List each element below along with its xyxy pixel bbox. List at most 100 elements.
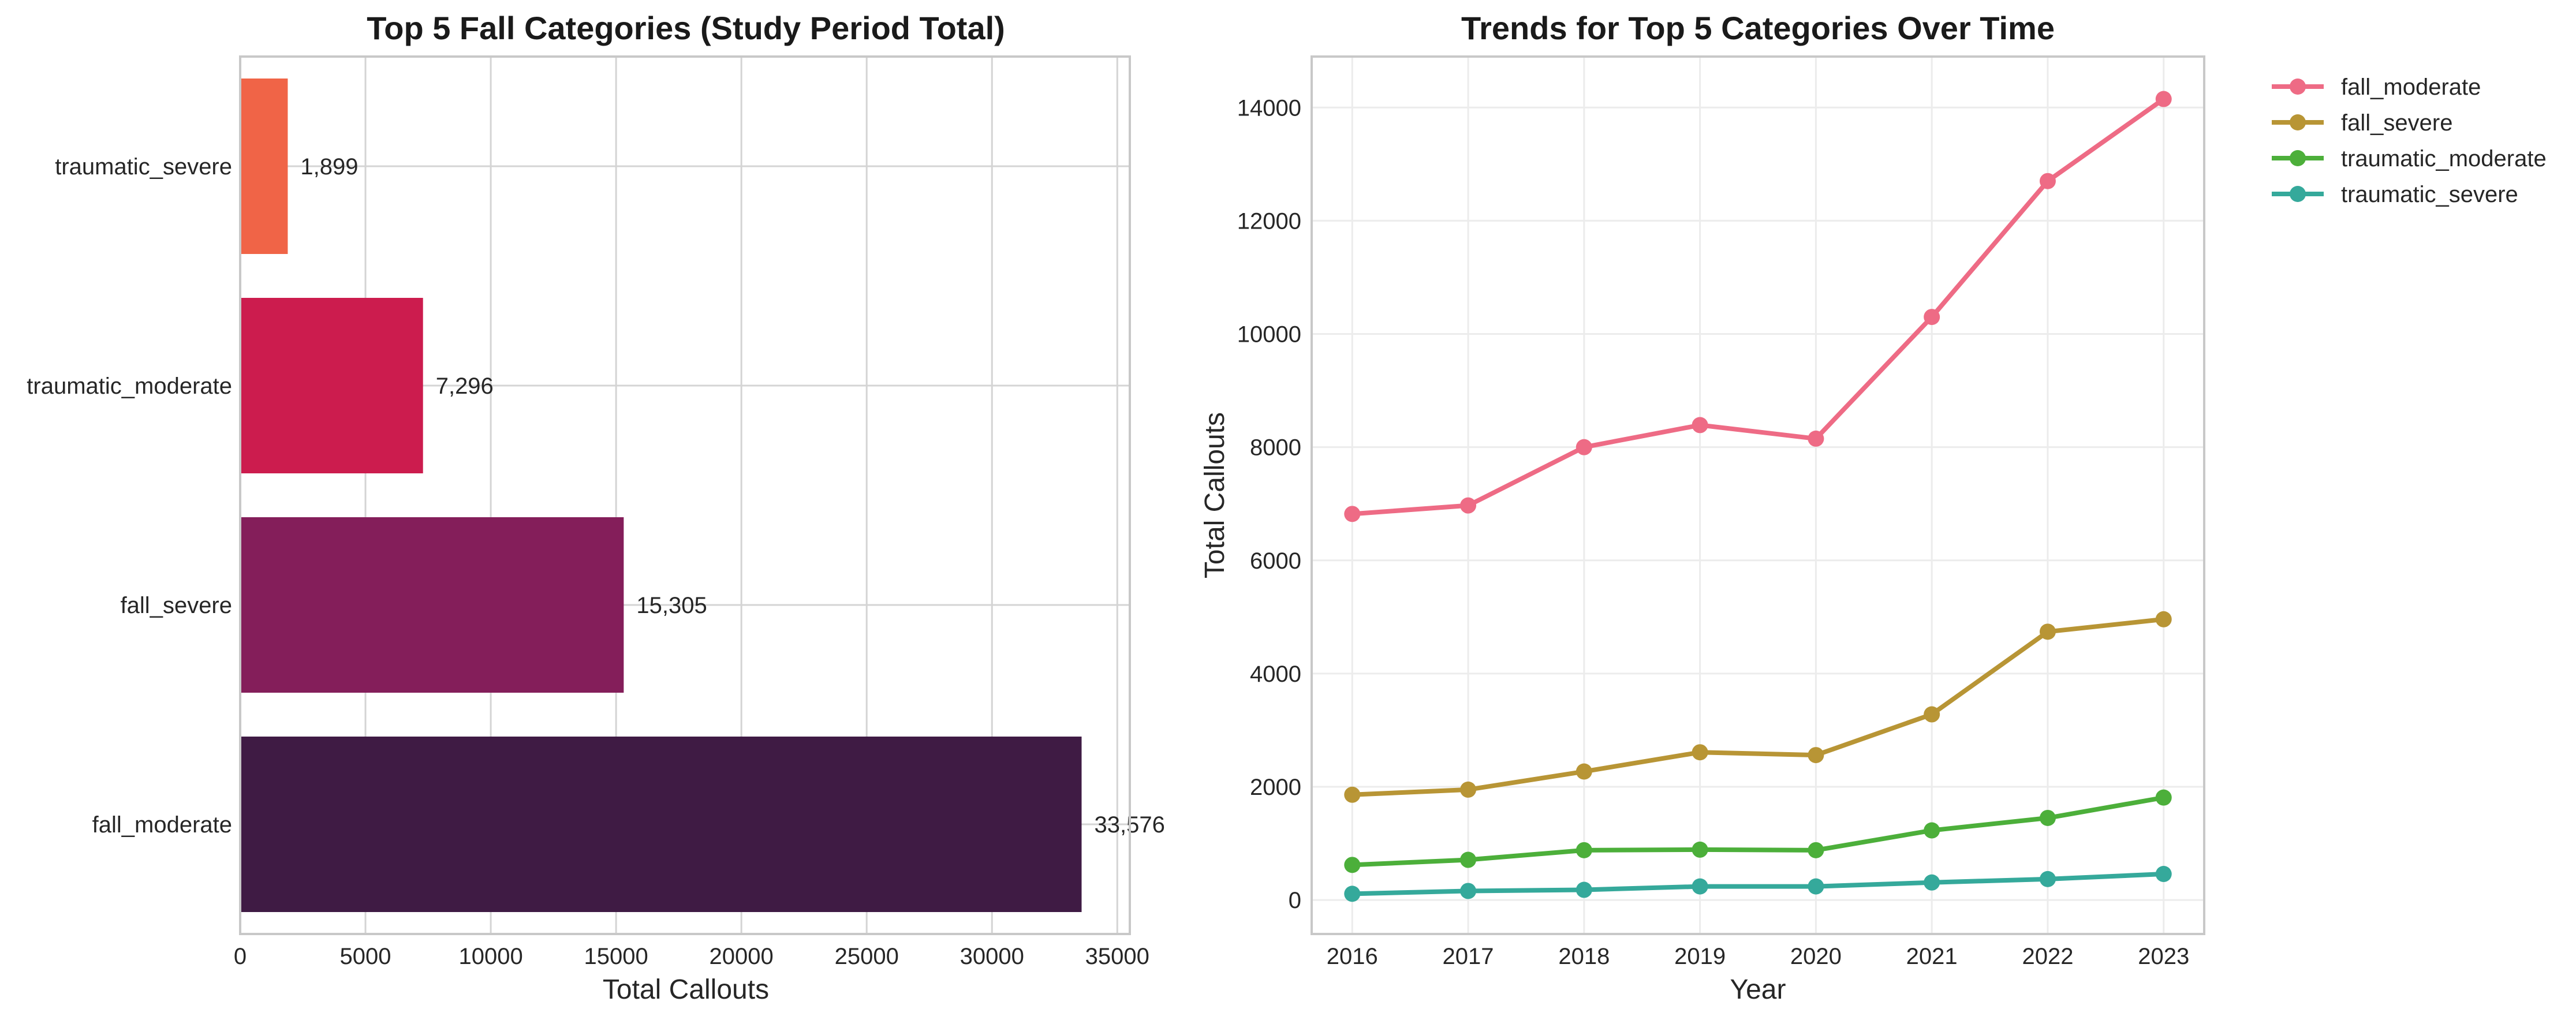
- line-point-fall_severe: [1924, 706, 1940, 723]
- bar-chart-x-tick-label: 30000: [960, 944, 1024, 969]
- line-chart-y-tick-labels: 0 2000 4000 6000 8000 10000 12000 14000: [1237, 95, 1301, 913]
- line-point-fall_severe: [1808, 747, 1824, 764]
- bar-chart-x-tick-label: 15000: [584, 944, 648, 969]
- line-point-traumatic_severe: [1692, 878, 1708, 895]
- line-point-fall_moderate: [1460, 497, 1477, 514]
- line-chart-x-tick-label: 2017: [1443, 944, 1494, 969]
- line-chart-x-tick-label: 2023: [2138, 944, 2189, 969]
- line-chart-gridlines: [1312, 57, 2204, 934]
- line-point-fall_severe: [1692, 744, 1708, 761]
- line-chart-x-tick-label: 2022: [2022, 944, 2073, 969]
- legend-label: fall_severe: [2341, 110, 2452, 136]
- bar-chart-x-tick-labels: 0 5000 10000 15000 20000 25000 30000 35000: [234, 944, 1149, 969]
- bar-chart-x-tick-label: 35000: [1085, 944, 1149, 969]
- legend-marker: [2290, 79, 2306, 95]
- line-point-traumatic_severe: [1924, 874, 1940, 891]
- bar-chart: Top 5 Fall Categories (Study Period Tota…: [27, 10, 1165, 1005]
- bar-chart-x-tick-label: 0: [234, 944, 247, 969]
- bar-chart-x-tick-label: 10000: [458, 944, 522, 969]
- bar-chart-frame: [239, 55, 1131, 935]
- line-chart-x-axis-label: Year: [1730, 974, 1786, 1005]
- bar-value-label: 15,305: [636, 593, 707, 618]
- line-point-fall_severe: [1576, 763, 1592, 780]
- bar-fall_severe: [240, 517, 624, 693]
- legend-label: fall_moderate: [2341, 74, 2481, 100]
- line-point-fall_severe: [2039, 623, 2056, 640]
- line-chart-x-tick-label: 2018: [1558, 944, 1610, 969]
- legend-item-fall_moderate: fall_moderate: [2272, 74, 2481, 100]
- line-point-fall_severe: [1344, 786, 1361, 803]
- line-series-traumatic_moderate: [1350, 795, 2166, 868]
- line-chart-x-tick-label: 2016: [1327, 944, 1378, 969]
- line-point-fall_severe: [2155, 611, 2172, 627]
- bar-value-label: 7,296: [436, 373, 494, 399]
- line-point-traumatic_severe: [1576, 881, 1592, 898]
- line-chart-title: Trends for Top 5 Categories Over Time: [1461, 10, 2055, 46]
- bar-traumatic_severe: [240, 79, 288, 254]
- line-point-traumatic_moderate: [1808, 842, 1824, 858]
- line-chart-series: [1344, 91, 2172, 902]
- line-point-traumatic_severe: [2039, 870, 2056, 887]
- bar-chart-category-labels: traumatic_severe traumatic_moderate fall_s…: [27, 154, 232, 838]
- line-point-traumatic_severe: [1808, 878, 1824, 895]
- line-chart-x-tick-label: 2021: [1906, 944, 1958, 969]
- line-point-fall_moderate: [1344, 506, 1361, 522]
- line-chart-y-tick-label: 2000: [1250, 775, 1301, 800]
- bar-chart-x-tick-label: 5000: [340, 944, 391, 969]
- line-point-fall_moderate: [1808, 430, 1824, 447]
- legend-item-fall_severe: fall_severe: [2272, 110, 2452, 136]
- line-chart-y-tick-label: 10000: [1237, 322, 1301, 348]
- bar-chart-category-label: fall_moderate: [92, 812, 232, 838]
- line-point-traumatic_severe: [1460, 883, 1477, 899]
- legend-marker: [2290, 150, 2306, 166]
- line-point-fall_moderate: [2039, 173, 2056, 189]
- bar-chart-title: Top 5 Fall Categories (Study Period Tota…: [367, 10, 1005, 46]
- bar-chart-x-tick-label: 20000: [710, 944, 774, 969]
- line-chart-y-tick-label: 6000: [1250, 548, 1301, 574]
- line-chart-legend: fall_moderate fall_severe traumatic_modera…: [2272, 74, 2547, 207]
- line-point-traumatic_moderate: [1576, 842, 1592, 858]
- line-chart: Trends for Top 5 Categories Over Time 0 2…: [1200, 10, 2547, 1005]
- legend-item-traumatic_moderate: traumatic_moderate: [2272, 146, 2547, 171]
- legend-marker: [2290, 186, 2306, 202]
- legend-marker: [2290, 114, 2306, 130]
- line-point-traumatic_moderate: [1344, 857, 1361, 873]
- line-chart-y-tick-label: 8000: [1250, 435, 1301, 461]
- line-point-traumatic_moderate: [1924, 822, 1940, 839]
- bar-value-label: 1,899: [300, 154, 358, 180]
- bar-chart-category-label: fall_severe: [121, 593, 232, 618]
- line-point-traumatic_moderate: [2039, 809, 2056, 826]
- line-chart-frame: [1311, 55, 2205, 935]
- bar-chart-category-label: traumatic_severe: [55, 154, 232, 180]
- bar-chart-category-label: traumatic_moderate: [27, 373, 232, 399]
- line-point-fall_moderate: [1692, 417, 1708, 434]
- legend-item-traumatic_severe: traumatic_severe: [2272, 182, 2518, 207]
- line-point-traumatic_moderate: [1460, 851, 1477, 868]
- line-point-traumatic_moderate: [1692, 841, 1708, 858]
- line-point-fall_severe: [1460, 781, 1477, 798]
- line-point-fall_moderate: [1576, 439, 1592, 455]
- bar-chart-bars: [240, 79, 1082, 912]
- line-series-traumatic_severe: [1350, 872, 2166, 896]
- line-chart-x-tick-label: 2019: [1674, 944, 1726, 969]
- bar-chart-x-axis-label: Total Callouts: [603, 974, 769, 1005]
- line-chart-x-tick-label: 2020: [1790, 944, 1842, 969]
- line-chart-y-tick-label: 0: [1289, 888, 1301, 913]
- line-point-fall_moderate: [1924, 309, 1940, 326]
- line-series-fall_moderate: [1350, 96, 2166, 517]
- line-chart-y-tick-label: 4000: [1250, 662, 1301, 687]
- line-chart-y-tick-label: 14000: [1237, 95, 1301, 121]
- line-point-traumatic_severe: [1344, 886, 1361, 902]
- legend-label: traumatic_moderate: [2341, 146, 2547, 171]
- line-point-traumatic_severe: [2155, 866, 2172, 883]
- line-point-fall_moderate: [2155, 91, 2172, 107]
- line-chart-y-axis-label: Total Callouts: [1200, 412, 1230, 578]
- line-chart-y-tick-label: 12000: [1237, 208, 1301, 234]
- line-point-traumatic_moderate: [2155, 789, 2172, 806]
- line-chart-x-tick-labels: 2016 2017 2018 2019 2020 2021 2022 2023: [1327, 944, 2189, 969]
- line-series-fall_severe: [1350, 617, 2166, 797]
- bar-traumatic_moderate: [240, 298, 423, 473]
- legend-label: traumatic_severe: [2341, 182, 2518, 207]
